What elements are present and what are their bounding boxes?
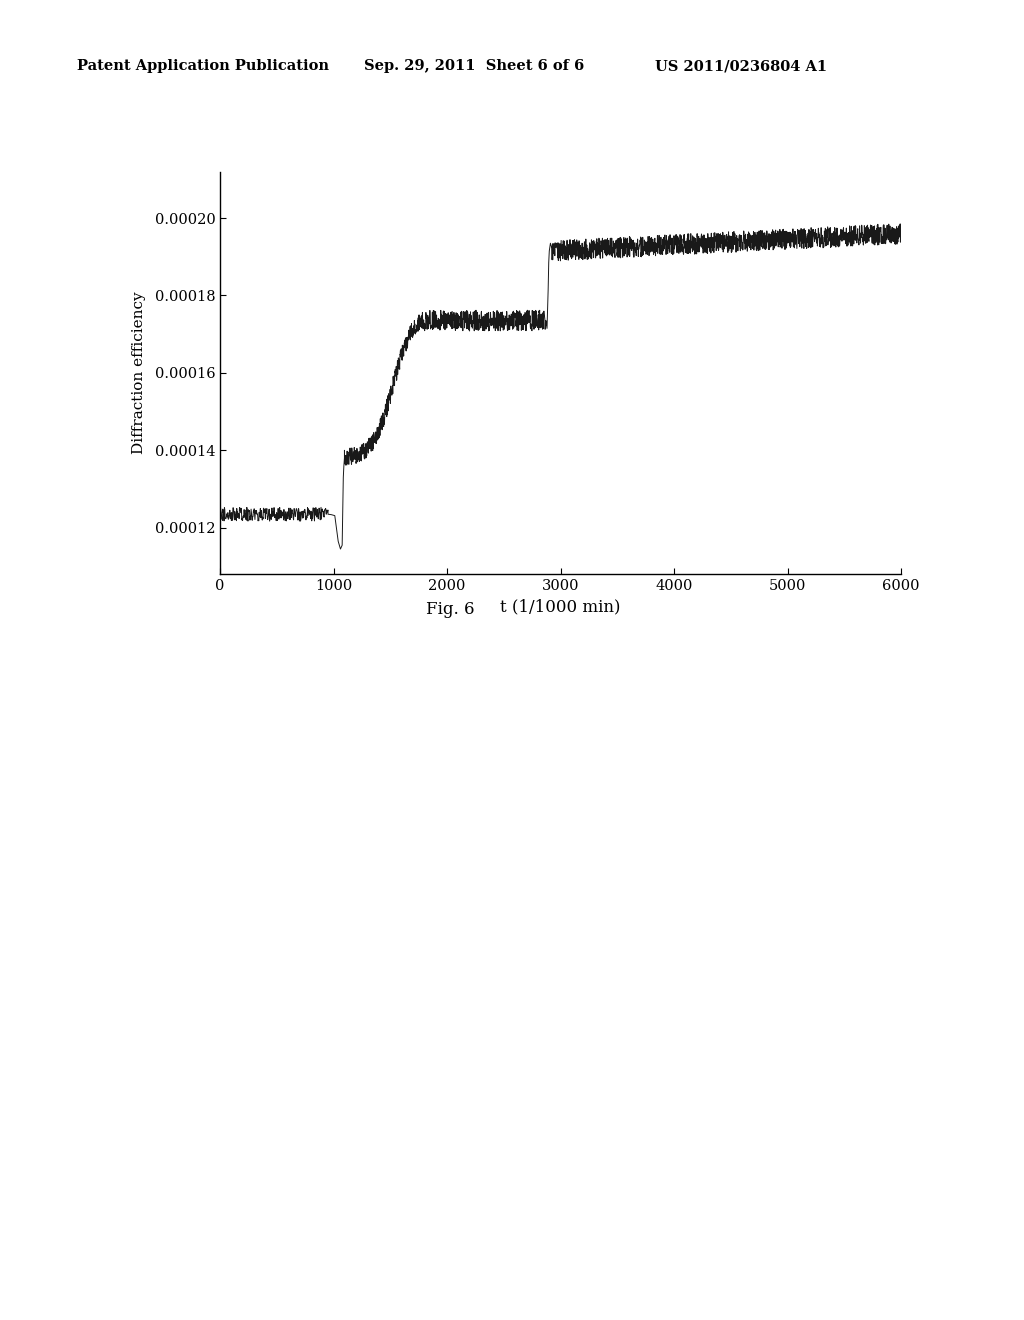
Text: Fig. 6: Fig. 6	[426, 601, 475, 618]
Text: Sep. 29, 2011  Sheet 6 of 6: Sep. 29, 2011 Sheet 6 of 6	[364, 59, 584, 74]
Text: Patent Application Publication: Patent Application Publication	[77, 59, 329, 74]
X-axis label: t (1/1000 min): t (1/1000 min)	[501, 598, 621, 615]
Text: US 2011/0236804 A1: US 2011/0236804 A1	[655, 59, 827, 74]
Y-axis label: Diffraction efficiency: Diffraction efficiency	[132, 292, 146, 454]
